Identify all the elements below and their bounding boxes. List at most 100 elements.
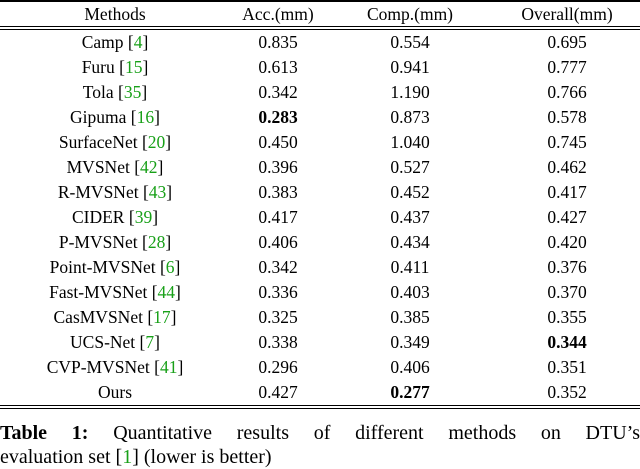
method-cell: SurfaceNet [20]: [58, 132, 172, 152]
citation-link[interactable]: 39: [134, 207, 153, 227]
comp-cell: 0.349: [390, 332, 430, 352]
method-cell: Tola [35]: [82, 82, 148, 102]
results-table: Methods Acc.(mm) Comp.(mm) Overall(mm) C…: [0, 0, 640, 409]
comp-cell: 0.452: [390, 182, 430, 202]
citation-link[interactable]: 35: [123, 82, 142, 102]
overall-cell: 0.376: [547, 257, 587, 277]
citation-link[interactable]: 43: [148, 182, 167, 202]
comp-cell: 1.190: [390, 82, 430, 102]
table-row: MVSNet [42] 0.396 0.527 0.462: [0, 155, 640, 180]
overall-cell: 0.745: [547, 132, 587, 152]
acc-cell: 0.450: [258, 132, 298, 152]
citation-link[interactable]: 6: [165, 257, 175, 277]
method-cell: Point-MVSNet [6]: [49, 257, 181, 277]
table-row: Furu [15] 0.613 0.941 0.777: [0, 55, 640, 80]
acc-cell: 0.342: [258, 82, 298, 102]
method-cell: P-MVSNet [28]: [58, 232, 172, 252]
comp-cell: 0.941: [390, 57, 430, 77]
method-cell: R-MVSNet [43]: [57, 182, 173, 202]
table-row: P-MVSNet [28] 0.406 0.434 0.420: [0, 230, 640, 255]
table-row: CVP-MVSNet [41] 0.296 0.406 0.351: [0, 355, 640, 380]
overall-cell: 0.462: [547, 157, 587, 177]
method-cell: CasMVSNet [17]: [53, 307, 177, 327]
overall-cell: 0.344: [547, 332, 587, 352]
overall-cell: 0.427: [547, 207, 587, 227]
header-row: Methods Acc.(mm) Comp.(mm) Overall(mm): [0, 1, 640, 30]
col-header-comp: Comp.(mm): [326, 1, 494, 30]
caption-line2-post: ] (lower is better): [132, 446, 272, 468]
comp-cell: 0.277: [326, 380, 494, 409]
results-table-body: Camp [4] 0.835 0.554 0.695 Furu [15] 0.613 0.9…: [0, 28, 640, 409]
overall-cell: 0.355: [547, 307, 587, 327]
comp-cell: 0.873: [390, 107, 430, 127]
table-row: Camp [4] 0.835 0.554 0.695: [0, 28, 640, 55]
method-cell: MVSNet [42]: [66, 157, 164, 177]
overall-cell: 0.420: [547, 232, 587, 252]
citation-link[interactable]: 16: [136, 107, 155, 127]
method-cell: Camp [4]: [81, 32, 149, 52]
citation-link[interactable]: 15: [124, 57, 143, 77]
overall-cell: 0.578: [547, 107, 587, 127]
acc-cell: 0.296: [258, 357, 298, 377]
comp-cell: 0.406: [390, 357, 430, 377]
table-row: CIDER [39] 0.417 0.437 0.427: [0, 205, 640, 230]
overall-cell: 0.766: [547, 82, 587, 102]
acc-cell: 0.396: [258, 157, 298, 177]
comp-cell: 0.554: [390, 32, 430, 52]
overall-cell: 0.351: [547, 357, 587, 377]
table-row: CasMVSNet [17] 0.325 0.385 0.355: [0, 305, 640, 330]
overall-cell: 0.695: [547, 32, 587, 52]
table-row: R-MVSNet [43] 0.383 0.452 0.417: [0, 180, 640, 205]
citation-link[interactable]: 42: [140, 157, 158, 177]
acc-cell: 0.336: [258, 282, 298, 302]
table-row: Fast-MVSNet [44] 0.336 0.403 0.370: [0, 280, 640, 305]
comp-cell: 0.434: [390, 232, 430, 252]
method-cell: Furu [15]: [81, 57, 149, 77]
overall-cell: 0.370: [547, 282, 587, 302]
table-row: SurfaceNet [20] 0.450 1.040 0.745: [0, 130, 640, 155]
method-cell: CVP-MVSNet [41]: [46, 357, 184, 377]
citation-link[interactable]: 20: [147, 132, 166, 152]
col-header-overall: Overall(mm): [494, 1, 640, 30]
caption-line-1: Table 1: Quantitative results of differe…: [0, 421, 640, 445]
comp-cell: 0.411: [390, 257, 430, 277]
acc-cell: 0.613: [258, 57, 298, 77]
acc-cell: 0.338: [258, 332, 298, 352]
method-cell: Fast-MVSNet [44]: [49, 282, 181, 302]
acc-cell: 0.325: [258, 307, 298, 327]
citation-link[interactable]: 4: [133, 32, 143, 52]
table-row: Ours 0.427 0.277 0.352: [0, 380, 640, 409]
col-header-methods: Methods: [0, 1, 230, 30]
comp-cell: 0.437: [390, 207, 430, 227]
acc-cell: 0.406: [258, 232, 298, 252]
citation-link[interactable]: 44: [157, 282, 176, 302]
table-row: UCS-Net [7] 0.338 0.349 0.344: [0, 330, 640, 355]
method-cell: UCS-Net [7]: [70, 332, 160, 352]
method-cell: CIDER [39]: [71, 207, 159, 227]
citation-link[interactable]: 17: [153, 307, 171, 327]
table-row: Tola [35] 0.342 1.190 0.766: [0, 80, 640, 105]
caption-label: Table 1:: [0, 422, 89, 444]
acc-cell: 0.835: [258, 32, 298, 52]
acc-cell: 0.283: [258, 107, 298, 127]
caption-text: Quantitative results of different method…: [113, 422, 640, 444]
caption-line-2: evaluation set [1] (lower is better): [0, 445, 640, 469]
overall-cell: 0.417: [547, 182, 587, 202]
citation-link[interactable]: 28: [147, 232, 166, 252]
acc-cell: 0.383: [258, 182, 298, 202]
table-row: Gipuma [16] 0.283 0.873 0.578: [0, 105, 640, 130]
citation-link[interactable]: 41: [159, 357, 178, 377]
citation-link[interactable]: 7: [145, 332, 155, 352]
overall-cell: 0.777: [547, 57, 587, 77]
col-header-acc: Acc.(mm): [230, 1, 326, 30]
comp-cell: 1.040: [390, 132, 430, 152]
method-cell: Ours: [0, 380, 230, 409]
comp-cell: 0.385: [390, 307, 430, 327]
caption-line2-pre: evaluation set [: [0, 446, 123, 468]
comp-cell: 0.403: [390, 282, 430, 302]
table-caption: Table 1: Quantitative results of differe…: [0, 421, 640, 469]
citation-link[interactable]: 1: [122, 446, 133, 468]
acc-cell: 0.417: [258, 207, 298, 227]
comp-cell: 0.527: [390, 157, 430, 177]
